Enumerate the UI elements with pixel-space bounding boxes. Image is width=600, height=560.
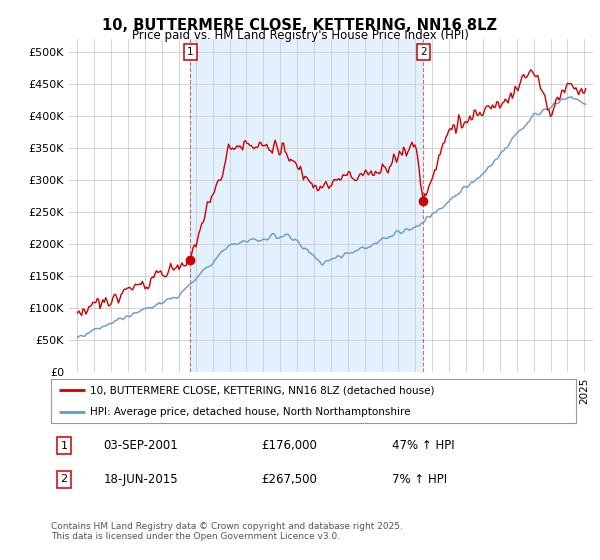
Bar (190, 39, 423, 372)
Text: 03-SEP-2001: 03-SEP-2001 (104, 439, 178, 452)
Text: Price paid vs. HM Land Registry's House Price Index (HPI): Price paid vs. HM Land Registry's House … (131, 29, 469, 42)
Text: 18-JUN-2015: 18-JUN-2015 (104, 473, 178, 486)
Text: 1: 1 (61, 441, 68, 451)
Text: 10, BUTTERMERE CLOSE, KETTERING, NN16 8LZ (detached house): 10, BUTTERMERE CLOSE, KETTERING, NN16 8L… (91, 385, 435, 395)
Text: 7% ↑ HPI: 7% ↑ HPI (392, 473, 448, 486)
Text: Contains HM Land Registry data © Crown copyright and database right 2025.
This d: Contains HM Land Registry data © Crown c… (51, 522, 403, 542)
Text: 2: 2 (61, 474, 68, 484)
Text: 47% ↑ HPI: 47% ↑ HPI (392, 439, 455, 452)
Text: 1: 1 (187, 47, 193, 57)
Text: 10, BUTTERMERE CLOSE, KETTERING, NN16 8LZ: 10, BUTTERMERE CLOSE, KETTERING, NN16 8L… (103, 18, 497, 33)
Text: HPI: Average price, detached house, North Northamptonshire: HPI: Average price, detached house, Nort… (91, 407, 411, 417)
Text: £267,500: £267,500 (261, 473, 317, 486)
Text: 2: 2 (420, 47, 427, 57)
Text: £176,000: £176,000 (261, 439, 317, 452)
